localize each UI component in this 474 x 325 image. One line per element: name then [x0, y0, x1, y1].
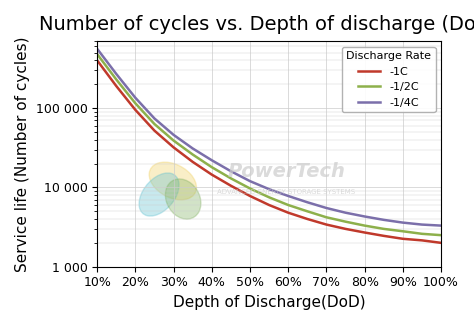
-1/2C [324, 215, 329, 219]
-1C [171, 145, 176, 149]
Y-axis label: Service life (Number of cycles): Service life (Number of cycles) [15, 36, 30, 272]
-1/2C [113, 77, 119, 81]
-1/2C [266, 195, 272, 199]
-1/4C [324, 206, 329, 210]
-1/4C [228, 169, 234, 173]
-1/4C [304, 200, 310, 204]
-1/2C [152, 122, 157, 126]
-1/4C [152, 117, 157, 121]
-1/2C [381, 227, 387, 231]
-1/4C [438, 224, 444, 228]
-1C [113, 84, 119, 88]
-1/4C [209, 158, 215, 162]
-1/2C [285, 203, 291, 207]
Line: -1C: -1C [97, 60, 441, 243]
-1/2C [190, 152, 196, 156]
-1/2C [343, 220, 348, 224]
Line: -1/4C: -1/4C [97, 49, 441, 226]
-1C [400, 237, 406, 241]
-1/4C [419, 223, 425, 227]
-1/2C [304, 209, 310, 213]
Title: Number of cycles vs. Depth of discharge (DoD): Number of cycles vs. Depth of discharge … [39, 15, 474, 34]
-1/4C [266, 187, 272, 191]
-1C [381, 234, 387, 238]
-1/2C [209, 165, 215, 169]
-1/4C [113, 72, 119, 76]
Ellipse shape [139, 173, 179, 216]
-1/2C [247, 187, 253, 190]
Line: -1/2C: -1/2C [97, 54, 441, 235]
Text: PowerTech: PowerTech [228, 162, 345, 181]
-1/4C [133, 96, 138, 100]
-1C [266, 203, 272, 207]
-1/2C [362, 224, 367, 228]
-1/4C [381, 218, 387, 222]
Legend: -1C, -1/2C, -1/4C: -1C, -1/2C, -1/4C [342, 47, 436, 112]
X-axis label: Depth of Discharge(DoD): Depth of Discharge(DoD) [173, 295, 365, 310]
-1C [209, 173, 215, 176]
-1C [94, 58, 100, 62]
-1/4C [247, 179, 253, 183]
-1C [190, 160, 196, 164]
-1/2C [438, 233, 444, 237]
Ellipse shape [165, 179, 201, 219]
-1/4C [285, 194, 291, 198]
-1/2C [94, 52, 100, 56]
-1C [133, 108, 138, 112]
-1/4C [343, 211, 348, 214]
-1/4C [362, 214, 367, 218]
Text: ADVANCED ENERGY STORAGE SYSTEMS: ADVANCED ENERGY STORAGE SYSTEMS [217, 189, 356, 195]
-1C [419, 239, 425, 242]
-1C [343, 227, 348, 231]
-1C [438, 241, 444, 245]
-1C [285, 211, 291, 214]
-1C [362, 230, 367, 234]
-1C [324, 223, 329, 227]
-1C [304, 217, 310, 221]
-1C [247, 194, 253, 198]
-1/2C [400, 229, 406, 233]
-1/2C [419, 232, 425, 236]
Ellipse shape [149, 162, 196, 200]
-1C [228, 184, 234, 188]
-1/4C [171, 133, 176, 137]
-1/2C [228, 176, 234, 180]
-1/4C [94, 47, 100, 51]
-1/2C [133, 101, 138, 105]
-1/4C [190, 147, 196, 150]
-1/4C [400, 221, 406, 225]
-1/2C [171, 138, 176, 142]
-1C [152, 129, 157, 133]
